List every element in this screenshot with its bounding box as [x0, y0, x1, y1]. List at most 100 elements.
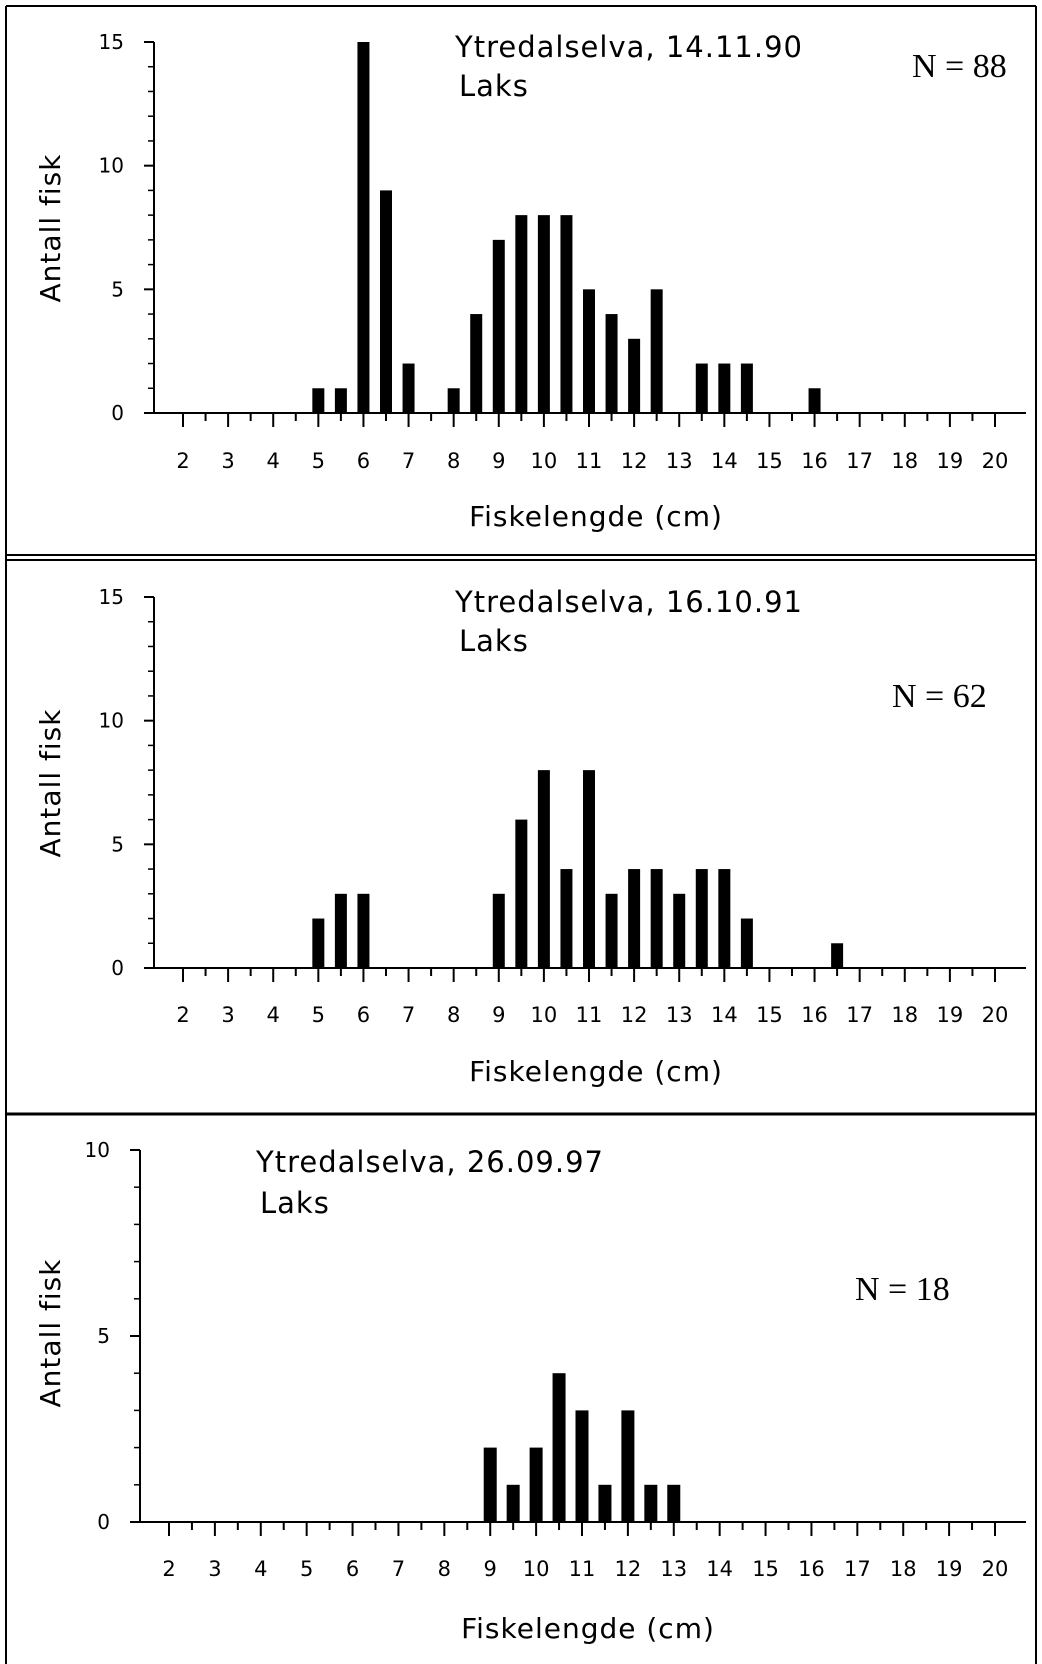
bar: [621, 1410, 635, 1522]
x-tick-label: 10: [523, 1557, 550, 1581]
bar: [312, 388, 325, 413]
x-tick-label: 15: [752, 1557, 779, 1581]
x-tick-label: 18: [890, 1557, 917, 1581]
bar: [718, 869, 731, 968]
sample-size-label: N = 18: [855, 1271, 950, 1308]
x-tick-label: 5: [312, 1003, 325, 1027]
bar: [628, 869, 641, 968]
x-tick-label: 6: [357, 449, 370, 473]
x-tick-label: 14: [711, 1003, 738, 1027]
bar: [718, 363, 731, 413]
x-tick-label: 19: [936, 1557, 963, 1581]
x-tick-label: 9: [484, 1557, 497, 1581]
bar: [650, 289, 663, 413]
x-tick-label: 5: [312, 449, 325, 473]
x-tick-label: 14: [706, 1557, 733, 1581]
x-tick-label: 10: [531, 449, 558, 473]
y-tick-label: 10: [85, 1138, 110, 1162]
x-tick-label: 15: [756, 1003, 783, 1027]
x-tick-label: 4: [254, 1557, 267, 1581]
chart-subtitle: Laks: [459, 624, 529, 658]
x-tick-label: 3: [208, 1557, 221, 1581]
y-tick-label: 10: [99, 154, 124, 178]
x-tick-label: 13: [666, 1003, 693, 1027]
y-axis-label: Antall fisk: [34, 1259, 67, 1408]
x-tick-label: 4: [267, 449, 280, 473]
x-tick-label: 9: [492, 1003, 505, 1027]
x-tick-label: 2: [176, 1003, 189, 1027]
x-tick-label: 11: [576, 1003, 603, 1027]
y-tick-label: 5: [111, 832, 124, 856]
x-tick-label: 20: [982, 1003, 1009, 1027]
bar: [831, 943, 844, 968]
bar: [537, 770, 550, 968]
chart-title: Ytredalselva, 16.10.91: [454, 585, 803, 619]
y-tick-label: 0: [111, 956, 124, 980]
x-tick-label: 2: [162, 1557, 175, 1581]
x-tick-label: 14: [711, 449, 738, 473]
chart-title: Ytredalselva, 26.09.97: [255, 1145, 604, 1179]
x-tick-label: 17: [846, 449, 873, 473]
x-tick-label: 16: [801, 1003, 828, 1027]
x-tick-label: 17: [844, 1557, 871, 1581]
x-tick-label: 10: [531, 1003, 558, 1027]
sample-size-label: N = 88: [912, 48, 1007, 85]
bar: [312, 918, 325, 968]
bar: [483, 1447, 497, 1522]
bar: [628, 338, 641, 413]
x-tick-label: 8: [438, 1557, 451, 1581]
x-tick-label: 12: [621, 449, 648, 473]
bar: [808, 388, 821, 413]
bar: [695, 363, 708, 413]
x-tick-label: 20: [982, 1557, 1009, 1581]
x-tick-label: 7: [402, 1003, 415, 1027]
bar: [695, 869, 708, 968]
chart-panel-1: 0 5 10 15 2 3 4 5 6 7 8 9 10 11 12 13 14 15 16 17 18 19 20 Ytre…: [34, 30, 1026, 533]
x-tick-label: 9: [492, 449, 505, 473]
bar: [667, 1484, 681, 1522]
bar: [575, 1410, 589, 1522]
sample-size-label: N = 62: [892, 678, 987, 715]
x-tick-label: 3: [221, 449, 234, 473]
y-axis-label: Antall fisk: [34, 154, 67, 303]
x-tick-label: 19: [937, 449, 964, 473]
x-tick-label: 16: [798, 1557, 825, 1581]
x-tick-label: 7: [402, 449, 415, 473]
bar: [583, 770, 595, 968]
bar: [560, 869, 573, 968]
panel-frames: [5, 5, 1037, 1664]
y-tick-label: 15: [99, 585, 124, 609]
bar: [334, 893, 347, 968]
bar: [506, 1484, 520, 1522]
y-tick-label: 0: [111, 401, 124, 425]
bar: [552, 1373, 566, 1522]
chart-subtitle: Laks: [459, 69, 529, 103]
bar: [740, 363, 753, 413]
bar: [598, 1484, 612, 1522]
y-axis-label: Antall fisk: [34, 709, 67, 858]
x-tick-label: 6: [346, 1557, 359, 1581]
chart-subtitle: Laks: [260, 1186, 330, 1220]
bar: [644, 1484, 658, 1522]
x-tick-label: 13: [666, 449, 693, 473]
bar: [357, 42, 370, 413]
bar: [673, 893, 686, 968]
x-tick-label: 12: [615, 1557, 642, 1581]
x-axis-label: Fiskelengde (cm): [461, 1612, 715, 1645]
x-tick-label: 16: [801, 449, 828, 473]
x-tick-label: 19: [937, 1003, 964, 1027]
x-tick-label: 11: [569, 1557, 596, 1581]
x-tick-label: 18: [891, 449, 918, 473]
bar: [515, 215, 528, 413]
x-tick-label: 12: [621, 1003, 648, 1027]
y-tick-label: 0: [97, 1510, 110, 1534]
y-tick-label: 5: [97, 1324, 110, 1348]
bar: [447, 388, 460, 413]
y-tick-label: 15: [99, 30, 124, 54]
x-tick-label: 5: [300, 1557, 313, 1581]
x-tick-label: 17: [846, 1003, 873, 1027]
bar: [492, 893, 505, 968]
x-tick-label: 8: [447, 449, 460, 473]
bar: [380, 190, 392, 413]
bar: [357, 893, 370, 968]
